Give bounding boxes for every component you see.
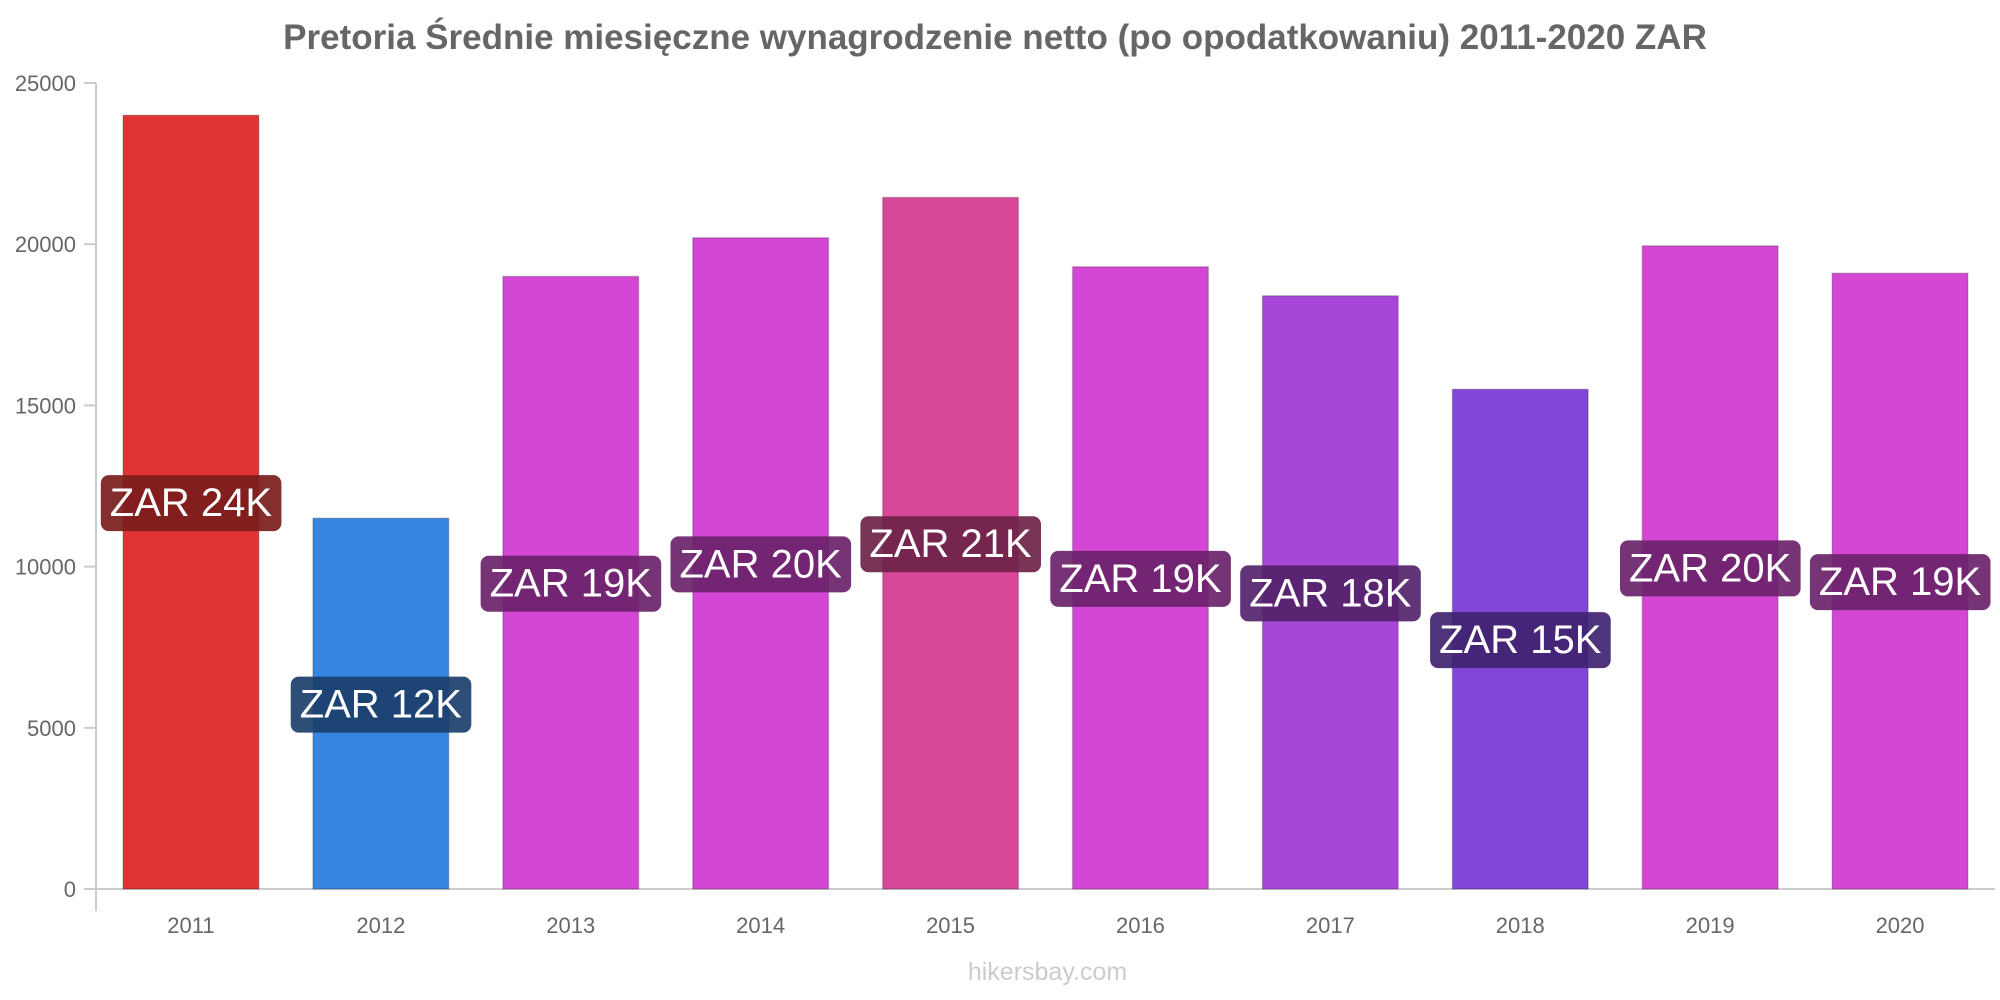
data-label-2020: ZAR 19K — [1809, 554, 1991, 611]
data-label-2017: ZAR 18K — [1240, 565, 1421, 622]
data-label-text: ZAR 19K — [490, 562, 653, 606]
x-tick-label: 2018 — [1496, 913, 1545, 938]
bars — [122, 114, 1969, 890]
y-tick-label: 20000 — [15, 232, 76, 257]
data-label-text: ZAR 21K — [869, 522, 1032, 566]
data-label-text: ZAR 19K — [1819, 560, 1982, 604]
y-tick-label: 0 — [64, 877, 76, 902]
data-label-2012: ZAR 12K — [290, 676, 472, 733]
data-label-text: ZAR 20K — [1629, 546, 1792, 590]
data-label-2014: ZAR 20K — [670, 536, 852, 593]
x-tick-label: 2017 — [1306, 913, 1355, 938]
data-label-2011: ZAR 24K — [100, 475, 282, 532]
data-label-2016: ZAR 19K — [1050, 550, 1231, 607]
data-label-text: ZAR 12K — [300, 683, 463, 727]
y-tick-label: 25000 — [15, 71, 76, 96]
data-label-text: ZAR 24K — [110, 481, 273, 525]
x-tick-label: 2015 — [926, 913, 975, 938]
data-label-box — [670, 536, 852, 593]
x-tick-label: 2012 — [356, 913, 405, 938]
x-tick-label: 2011 — [167, 913, 214, 938]
axes: 0 5000 10000 15000 20000 25000 2011 2012 2013 201… — [15, 71, 1995, 938]
data-label-2019: ZAR 20K — [1620, 540, 1801, 597]
data-label-text: ZAR 15K — [1439, 618, 1602, 662]
watermark: hikersbay.com — [967, 958, 1128, 986]
data-label-2015: ZAR 21K — [860, 516, 1042, 573]
data-label-2018: ZAR 15K — [1430, 612, 1611, 669]
data-label-2013: ZAR 19K — [480, 555, 662, 612]
data-label-box — [1809, 554, 1991, 611]
y-tick-label: 10000 — [15, 555, 76, 580]
data-label-box — [290, 676, 472, 733]
data-labels: ZAR 24K ZAR 12K ZAR 19K ZAR 20K ZAR 21K ZAR 1… — [100, 475, 1991, 733]
data-label-text: ZAR 18K — [1249, 571, 1412, 615]
x-tick-label: 2014 — [736, 913, 785, 938]
data-label-box — [100, 475, 282, 532]
data-label-box — [1430, 612, 1611, 669]
data-label-text: ZAR 20K — [680, 542, 843, 586]
data-label-box — [480, 555, 662, 612]
y-tick-label: 15000 — [15, 393, 76, 418]
x-tick-label: 2020 — [1876, 913, 1925, 938]
data-label-box — [1050, 550, 1231, 607]
y-tick-label: 5000 — [27, 716, 76, 741]
data-label-box — [1620, 540, 1801, 597]
data-label-box — [860, 516, 1042, 573]
data-label-text: ZAR 19K — [1059, 557, 1222, 601]
chart-title: Pretoria Średnie miesięczne wynagrodzeni… — [283, 18, 1707, 57]
data-label-box — [1240, 565, 1421, 622]
x-tick-label: 2016 — [1116, 913, 1165, 938]
x-tick-label: 2013 — [546, 913, 595, 938]
x-tick-label: 2019 — [1686, 913, 1735, 938]
